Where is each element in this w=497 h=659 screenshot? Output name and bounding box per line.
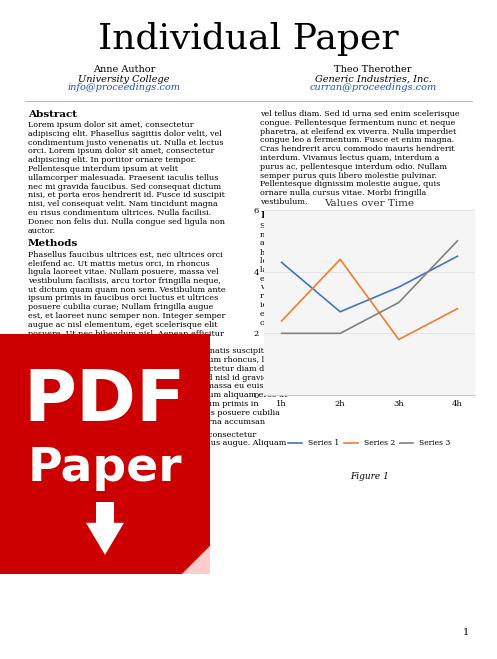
Text: est metus, at fermentum erat fringilla eu.: est metus, at fermentum erat fringilla e… — [28, 339, 197, 347]
Text: entum aliquam eros ut: entum aliquam eros ut — [195, 391, 287, 399]
Text: nec, consectetur sapien. Nunc enim justo, dictum: nec, consectetur sapien. Nunc enim justo… — [260, 231, 462, 239]
Text: pharetra, at eleifend ex viverra. Nulla imperdiet: pharetra, at eleifend ex viverra. Nulla … — [260, 128, 456, 136]
Text: nec mi gravida faucibus. Sed consequat dictum: nec mi gravida faucibus. Sed consequat d… — [28, 183, 221, 190]
Text: Lorem ipsum dolor sit amet, consectetur: Lorem ipsum dolor sit amet, consectetur — [28, 121, 194, 129]
Text: semper purus quis libero molestie pulvinar.: semper purus quis libero molestie pulvin… — [260, 171, 437, 180]
Text: nisi, et porta eros hendrerit id. Fusce id suscipit: nisi, et porta eros hendrerit id. Fusce … — [28, 191, 225, 200]
Line: Series 3: Series 3 — [282, 241, 457, 333]
Text: Figure 1: Figure 1 — [350, 472, 390, 481]
Text: Suspendisse eu lectus volutpat, scelerisque enim: Suspendisse eu lectus volutpat, sceleris… — [260, 222, 460, 230]
Bar — [0, 334, 210, 574]
Text: Pellentesque interdum ipsum at velit: Pellentesque interdum ipsum at velit — [28, 165, 178, 173]
Series 2 — [454, 304, 460, 312]
Text: Cras hendrerit arcu commodo mauris hendrerit: Cras hendrerit arcu commodo mauris hendr… — [260, 145, 455, 153]
Text: et, consectetur: et, consectetur — [195, 430, 256, 438]
Text: rices posuere cubilia: rices posuere cubilia — [195, 409, 280, 416]
Text: est, et laoreet nunc semper non. Integer semper: est, et laoreet nunc semper non. Integer… — [28, 312, 225, 320]
Text: as massa eu euismod: as massa eu euismod — [195, 382, 281, 390]
Text: vel tellus diam. Sed id urna sed enim scelerisque: vel tellus diam. Sed id urna sed enim sc… — [260, 110, 460, 118]
Text: Methods: Methods — [28, 239, 78, 248]
Series 2 — [396, 335, 402, 343]
Text: Generic Industries, Inc.: Generic Industries, Inc. — [315, 74, 431, 84]
Line: Series 2: Series 2 — [282, 260, 457, 339]
Text: vestibulum.: vestibulum. — [260, 198, 308, 206]
Series 3 — [454, 237, 460, 244]
Text: condimentum justo venenatis ut. Nulla et lectus: condimentum justo venenatis ut. Nulla et… — [28, 138, 224, 146]
Series 3 — [279, 330, 285, 337]
Text: varius augue. Aliquam: varius augue. Aliquam — [195, 439, 286, 447]
Text: University College: University College — [78, 74, 170, 84]
Polygon shape — [182, 546, 210, 574]
Text: condimentum.: condimentum. — [260, 318, 319, 327]
Series 1 — [454, 252, 460, 260]
Text: ullamcorper malesuada. Praesent iaculis tellus: ullamcorper malesuada. Praesent iaculis … — [28, 174, 218, 182]
Text: at mi ut, placerat rutrum arcu. Nam odio enim,: at mi ut, placerat rutrum arcu. Nam odio… — [260, 239, 452, 247]
Text: congue. Pellentesque fermentum nunc et neque: congue. Pellentesque fermentum nunc et n… — [260, 119, 455, 127]
Text: Individual Paper: Individual Paper — [98, 22, 398, 56]
Text: adipiscing elit. In portitor ornare tempor.: adipiscing elit. In portitor ornare temp… — [28, 156, 196, 164]
Text: lacinia, ligula mauris tristique mauris, ut dapibus: lacinia, ligula mauris tristique mauris,… — [260, 266, 462, 273]
Text: nisi, vel consequat velit. Nam tincidunt magna: nisi, vel consequat velit. Nam tincidunt… — [28, 200, 218, 208]
Text: hendrerit et libero vel, condimentum convallis: hendrerit et libero vel, condimentum con… — [260, 248, 449, 256]
Text: eu risus condimentum ultrices. Nulla facilisi.: eu risus condimentum ultrices. Nulla fac… — [28, 209, 211, 217]
Polygon shape — [182, 546, 210, 574]
Text: mod nisl id gravida: mod nisl id gravida — [195, 374, 273, 382]
Text: eleifend ac. Ut mattis metus orci, in rhoncus: eleifend ac. Ut mattis metus orci, in rh… — [28, 259, 210, 267]
Text: Paper: Paper — [28, 446, 182, 491]
Text: ligula laoreet vitae. Nullam posuere, massa vel: ligula laoreet vitae. Nullam posuere, ma… — [28, 268, 219, 276]
Series 1 — [337, 308, 343, 316]
Line: Series 1: Series 1 — [282, 256, 457, 312]
Text: enim quam a arcu. Donec porta consequat turpis,: enim quam a arcu. Donec porta consequat … — [260, 275, 462, 283]
Text: n urna accumsan: n urna accumsan — [195, 418, 265, 426]
Series 2 — [279, 317, 285, 325]
Text: adipiscing elit. Phasellus sagittis dolor velit, vel: adipiscing elit. Phasellus sagittis dolo… — [28, 130, 222, 138]
Series 3 — [396, 299, 402, 306]
Text: Pellentesque dignissim molestie augue, quis: Pellentesque dignissim molestie augue, q… — [260, 181, 440, 188]
Text: auctor.: auctor. — [28, 227, 56, 235]
Text: enenatis suscipit. Sed: enenatis suscipit. Sed — [195, 347, 284, 355]
Text: Donec non felis dui. Nulla congue sed ligula non: Donec non felis dui. Nulla congue sed li… — [28, 218, 225, 226]
Text: ipsum primis in faucibus orci luctus et ultrices: ipsum primis in faucibus orci luctus et … — [28, 295, 218, 302]
Text: elit. Cras egestas felis quis tellus semper: elit. Cras egestas felis quis tellus sem… — [260, 310, 427, 318]
Series 3 — [337, 330, 343, 337]
Text: entum rhoncus, ligula: entum rhoncus, ligula — [195, 356, 284, 364]
Text: Theo Therother: Theo Therother — [334, 65, 412, 74]
Text: ornare nulla cursus vitae. Morbi fringilla: ornare nulla cursus vitae. Morbi fringil… — [260, 189, 426, 197]
Text: PDF: PDF — [24, 366, 186, 436]
Text: risus eu convallis luctus, enim sem suscipit odio,: risus eu convallis luctus, enim sem susc… — [260, 292, 459, 301]
Text: info@proceedings.com: info@proceedings.com — [68, 84, 180, 92]
Text: 1: 1 — [463, 628, 469, 637]
Series 1 — [396, 283, 402, 291]
Text: lectus. Donec interdum, mauris pulvinar aliquet: lectus. Donec interdum, mauris pulvinar … — [260, 257, 456, 265]
Text: interdum. Vivamus lectus quam, interdum a: interdum. Vivamus lectus quam, interdum … — [260, 154, 439, 162]
Text: Results: Results — [260, 211, 303, 220]
Text: vel accumsan nisl aliquam ac. Duis tristique,: vel accumsan nisl aliquam ac. Duis trist… — [260, 283, 442, 291]
Text: ut dictum quam quam non sem. Vestibulum ante: ut dictum quam quam non sem. Vestibulum … — [28, 285, 226, 294]
Text: vestibulum facilisis, arcu tortor fringilla neque,: vestibulum facilisis, arcu tortor fringi… — [28, 277, 221, 285]
Text: augue ac nisl elementum, eget scelerisque elit: augue ac nisl elementum, eget scelerisqu… — [28, 321, 218, 329]
Text: nsectetur diam dui: nsectetur diam dui — [195, 365, 272, 373]
Text: posuere. Ut nec bibendum nisl. Aenean efficitur: posuere. Ut nec bibendum nisl. Aenean ef… — [28, 330, 224, 337]
Polygon shape — [86, 502, 124, 555]
Series 1 — [279, 258, 285, 266]
Text: id suscipit nibh massa quis odio. Ut id hendrerit: id suscipit nibh massa quis odio. Ut id … — [260, 301, 456, 309]
Text: Anne Author: Anne Author — [93, 65, 155, 74]
Text: Phasellus faucibus ultrices est, nec ultrices orci: Phasellus faucibus ultrices est, nec ult… — [28, 250, 223, 258]
Text: Abstract: Abstract — [28, 110, 77, 119]
Legend: Series 1, Series 2, Series 3: Series 1, Series 2, Series 3 — [285, 436, 454, 450]
Text: ipsum primis in: ipsum primis in — [195, 400, 258, 408]
Text: congue leo a fermentum. Fusce et enim magna.: congue leo a fermentum. Fusce et enim ma… — [260, 136, 454, 144]
Text: curran@proceedings.com: curran@proceedings.com — [309, 84, 437, 92]
Text: purus ac, pellentesque interdum odio. Nullam: purus ac, pellentesque interdum odio. Nu… — [260, 163, 447, 171]
Series 2 — [337, 256, 343, 264]
Title: Values over Time: Values over Time — [325, 199, 414, 208]
Text: orci. Lorem ipsum dolor sit amet, consectetur: orci. Lorem ipsum dolor sit amet, consec… — [28, 148, 214, 156]
Text: posuere cubilia curae; Nullam fringilla augue: posuere cubilia curae; Nullam fringilla … — [28, 303, 213, 311]
